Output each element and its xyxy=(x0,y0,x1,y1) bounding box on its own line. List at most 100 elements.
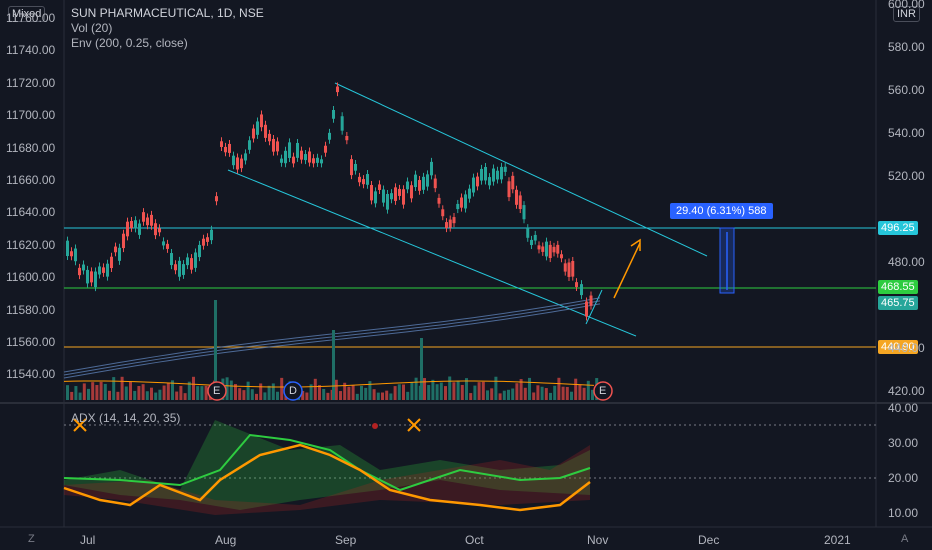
candle-body xyxy=(507,181,511,198)
volume-bar xyxy=(591,389,594,400)
volume-bar xyxy=(544,388,548,400)
candle-body xyxy=(390,193,393,200)
volume-bar xyxy=(66,385,69,400)
volume-bar xyxy=(557,377,561,400)
candle-body xyxy=(441,209,445,217)
candle-body xyxy=(541,246,545,252)
volume-bar xyxy=(99,381,103,400)
candle-body xyxy=(130,221,133,228)
volume-bar xyxy=(196,386,200,400)
candle-body xyxy=(284,150,287,164)
candle-body xyxy=(468,188,471,199)
candle-body xyxy=(158,228,161,233)
candle-body xyxy=(110,256,113,269)
volume-bar xyxy=(87,388,90,400)
volume-bar xyxy=(225,377,229,400)
candle-body xyxy=(452,217,456,224)
volume-bar xyxy=(95,385,99,400)
candle-body xyxy=(206,237,209,242)
vol-indicator-label[interactable]: Vol (20) xyxy=(71,21,113,35)
env-indicator-label[interactable]: Env (200, 0.25, close) xyxy=(71,36,188,50)
volume-bar xyxy=(108,390,111,400)
volume-spike xyxy=(214,300,217,400)
right-scale-tick: 560.00 xyxy=(888,83,925,97)
volume-bar xyxy=(162,385,166,400)
candle-body xyxy=(94,271,97,288)
candle-body xyxy=(484,166,487,181)
candle-body xyxy=(202,238,205,246)
auto-scale-icon[interactable]: A xyxy=(901,533,909,545)
candle-body xyxy=(552,246,556,253)
candle-body xyxy=(228,143,231,153)
candle-body xyxy=(366,174,369,185)
volume-bar xyxy=(276,391,279,400)
candle-body xyxy=(556,244,560,254)
candle-body xyxy=(142,212,145,222)
candle-body xyxy=(174,264,177,271)
candle-body xyxy=(518,195,522,210)
candle-body xyxy=(437,197,441,204)
volume-bar xyxy=(238,388,242,400)
candle-body xyxy=(410,185,413,199)
volume-bar xyxy=(473,385,477,400)
support-level-badge: 440.90 xyxy=(878,340,918,354)
candle-body xyxy=(150,214,153,226)
time-axis-label: Nov xyxy=(587,533,609,547)
volume-bar xyxy=(339,391,342,400)
volume-bar xyxy=(519,379,523,400)
candle-body xyxy=(358,176,361,183)
last-price-badge: 465.75 xyxy=(878,296,918,310)
candle-body xyxy=(248,140,251,150)
target-level-badge: 496.25 xyxy=(878,221,918,235)
candle-body xyxy=(300,150,303,160)
candle-body xyxy=(122,233,125,249)
earnings-marker-1 xyxy=(207,381,227,401)
projection-arrow xyxy=(613,242,641,299)
time-axis-label: 2021 xyxy=(824,533,851,547)
currency-label[interactable]: INR xyxy=(893,6,920,22)
volume-bar xyxy=(70,391,74,400)
volume-bar xyxy=(532,392,536,400)
candle-body xyxy=(567,262,571,277)
timezone-icon[interactable]: Z xyxy=(28,533,35,545)
volume-bar xyxy=(444,386,447,400)
volume-bar xyxy=(402,384,405,400)
candle-body xyxy=(170,253,173,266)
candle-body xyxy=(166,243,169,249)
left-scale-tick: 11580.00 xyxy=(6,302,56,317)
candle-body xyxy=(264,124,267,138)
volume-bar xyxy=(171,380,174,400)
volume-bar xyxy=(242,390,246,400)
candle-body xyxy=(345,135,349,141)
volume-bar xyxy=(423,378,426,400)
candle-body xyxy=(308,151,311,163)
candle-body xyxy=(560,254,563,259)
right-scale-tick: 440.00 xyxy=(888,341,925,355)
volume-bar xyxy=(397,384,401,400)
volume-bar xyxy=(372,389,376,400)
left-scale-tick: 11660.00 xyxy=(6,173,56,187)
right-scale-tick: 480.00 xyxy=(888,255,925,269)
adx-indicator-label[interactable]: ADX (14, 14, 20, 35) xyxy=(71,411,181,425)
volume-bar xyxy=(528,377,531,400)
candle-body xyxy=(472,177,475,193)
candle-body xyxy=(236,157,239,170)
volume-bar xyxy=(301,390,305,400)
volume-bar xyxy=(368,381,372,400)
volume-bar xyxy=(145,391,149,400)
mode-button[interactable]: Mixed xyxy=(8,6,46,22)
adx-scale-tick: 20.00 xyxy=(888,471,919,485)
candle-body xyxy=(296,142,299,158)
candle-body xyxy=(476,176,479,187)
volume-bar xyxy=(267,385,271,400)
volume-bar xyxy=(565,386,569,400)
volume-bar xyxy=(469,393,473,400)
volume-bar xyxy=(246,381,250,400)
volume-bar xyxy=(158,389,162,400)
candle-body xyxy=(82,264,85,271)
candle-body xyxy=(402,189,405,205)
candle-body xyxy=(244,153,247,161)
candle-body xyxy=(370,185,373,201)
candle-body xyxy=(276,141,279,152)
